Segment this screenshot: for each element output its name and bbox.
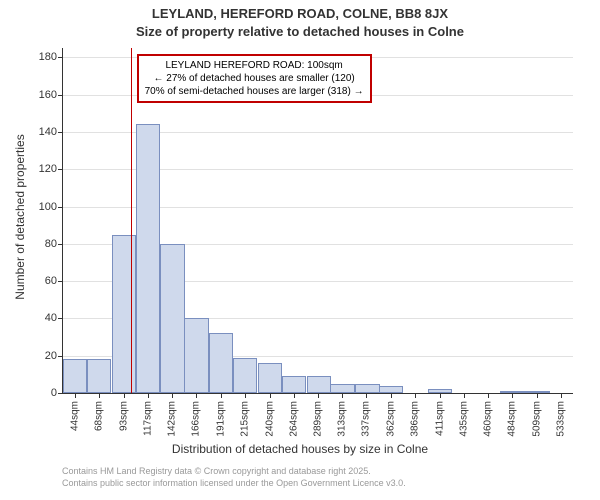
histogram-bar	[112, 235, 136, 394]
x-tick-mark	[124, 393, 125, 398]
histogram-bar	[63, 359, 87, 393]
x-tick-label: 191sqm	[216, 401, 227, 437]
x-tick-mark	[512, 393, 513, 398]
x-tick-mark	[148, 393, 149, 398]
x-tick-label: 484sqm	[507, 401, 518, 437]
x-tick-label: 509sqm	[532, 401, 543, 437]
x-tick-label: 44sqm	[69, 401, 80, 431]
x-tick-label: 142sqm	[167, 401, 178, 437]
histogram-bar	[160, 244, 184, 393]
histogram-bar	[87, 359, 111, 393]
x-tick-mark	[391, 393, 392, 398]
histogram-bar	[258, 363, 282, 393]
x-tick-mark	[270, 393, 271, 398]
histogram-bar	[233, 358, 257, 393]
x-tick-label: 313sqm	[337, 401, 348, 437]
y-tick-label: 80	[45, 238, 63, 250]
footer-line1: Contains HM Land Registry data © Crown c…	[62, 466, 406, 478]
plot-area: 02040608010012014016018044sqm68sqm93sqm1…	[62, 48, 573, 394]
y-tick-label: 0	[51, 387, 63, 399]
histogram-bar	[282, 376, 306, 393]
histogram-bar	[330, 384, 354, 393]
x-tick-mark	[221, 393, 222, 398]
y-tick-label: 60	[45, 275, 63, 287]
y-tick-label: 140	[39, 126, 63, 138]
chart-title-line2: Size of property relative to detached ho…	[0, 24, 600, 39]
x-tick-mark	[172, 393, 173, 398]
histogram-bar	[379, 386, 403, 393]
x-tick-label: 68sqm	[93, 401, 104, 431]
y-tick-label: 20	[45, 350, 63, 362]
x-tick-mark	[488, 393, 489, 398]
x-tick-label: 215sqm	[239, 401, 250, 437]
histogram-bar	[136, 124, 160, 393]
x-tick-mark	[464, 393, 465, 398]
x-tick-label: 264sqm	[288, 401, 299, 437]
x-tick-mark	[245, 393, 246, 398]
histogram-bar	[184, 318, 208, 393]
x-tick-mark	[561, 393, 562, 398]
annotation-box: LEYLAND HEREFORD ROAD: 100sqm← 27% of de…	[137, 54, 372, 103]
x-tick-label: 386sqm	[409, 401, 420, 437]
x-tick-label: 93sqm	[118, 401, 129, 431]
x-tick-label: 117sqm	[142, 401, 153, 436]
x-tick-label: 460sqm	[483, 401, 494, 437]
x-tick-mark	[366, 393, 367, 398]
reference-line	[131, 48, 132, 393]
x-tick-label: 166sqm	[191, 401, 202, 437]
x-tick-mark	[537, 393, 538, 398]
y-tick-label: 180	[39, 51, 63, 63]
x-tick-mark	[294, 393, 295, 398]
footer-line2: Contains public sector information licen…	[62, 478, 406, 490]
x-tick-label: 435sqm	[458, 401, 469, 437]
x-tick-mark	[196, 393, 197, 398]
x-tick-label: 289sqm	[313, 401, 324, 437]
annotation-line: LEYLAND HEREFORD ROAD: 100sqm	[145, 59, 364, 72]
y-tick-label: 120	[39, 163, 63, 175]
x-axis-label: Distribution of detached houses by size …	[0, 442, 600, 456]
annotation-line: 70% of semi-detached houses are larger (…	[145, 85, 364, 98]
x-tick-mark	[342, 393, 343, 398]
histogram-chart: LEYLAND, HEREFORD ROAD, COLNE, BB8 8JX S…	[0, 0, 600, 500]
y-axis-label: Number of detached properties	[13, 117, 27, 317]
x-tick-mark	[318, 393, 319, 398]
x-tick-label: 337sqm	[361, 401, 372, 437]
y-tick-label: 100	[39, 201, 63, 213]
x-tick-label: 240sqm	[264, 401, 275, 437]
x-tick-label: 411sqm	[434, 401, 445, 436]
x-tick-label: 362sqm	[386, 401, 397, 437]
histogram-bar	[209, 333, 233, 393]
annotation-line: ← 27% of detached houses are smaller (12…	[145, 72, 364, 85]
y-tick-label: 160	[39, 89, 63, 101]
chart-title-line1: LEYLAND, HEREFORD ROAD, COLNE, BB8 8JX	[0, 6, 600, 21]
x-tick-mark	[75, 393, 76, 398]
y-tick-label: 40	[45, 312, 63, 324]
histogram-bar	[307, 376, 331, 393]
histogram-bar	[355, 384, 379, 393]
x-tick-label: 533sqm	[556, 401, 567, 437]
footer-text: Contains HM Land Registry data © Crown c…	[62, 466, 406, 489]
x-tick-mark	[99, 393, 100, 398]
x-tick-mark	[415, 393, 416, 398]
x-tick-mark	[440, 393, 441, 398]
